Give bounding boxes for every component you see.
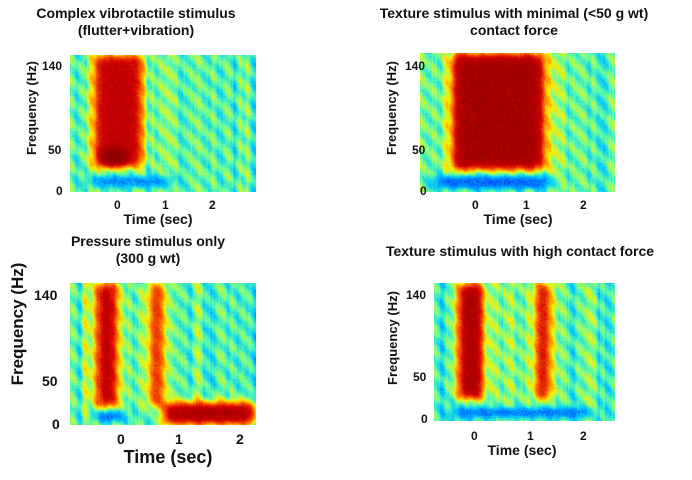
- x-tick-label: 0: [114, 198, 121, 212]
- panel-title-line: Complex vibrotactile stimulus: [36, 5, 236, 21]
- x-tick-label: 1: [523, 198, 530, 212]
- y-tick-label: 50: [48, 143, 62, 157]
- panel-title-line: contact force: [470, 21, 558, 38]
- y-axis-label: Frequency (Hz): [24, 61, 39, 155]
- y-tick-label: 140: [34, 287, 58, 303]
- x-tick-label: 0: [471, 429, 478, 443]
- spectrogram-heatmap: [434, 283, 615, 421]
- y-tick-label: 140: [405, 59, 426, 73]
- y-tick-label: 50: [42, 373, 58, 389]
- x-tick-label: 1: [162, 198, 169, 212]
- y-tick-label: 0: [56, 184, 63, 198]
- y-tick-label: 0: [52, 416, 60, 432]
- y-tick-label: 50: [413, 370, 427, 384]
- x-axis-label: Time (sec): [487, 442, 557, 458]
- y-tick-label: 140: [406, 288, 427, 302]
- x-tick-label: 0: [472, 198, 479, 212]
- x-axis-label: Time (sec): [123, 211, 193, 227]
- x-tick-label: 2: [209, 198, 216, 212]
- y-tick-label: 50: [412, 143, 426, 157]
- y-tick-label: 140: [42, 59, 63, 73]
- x-axis-label: Time (sec): [483, 211, 553, 227]
- spectrogram-heatmap: [420, 53, 615, 192]
- y-axis-label: Frequency (Hz): [384, 61, 399, 155]
- y-axis-label: Frequency (Hz): [385, 291, 400, 385]
- x-tick-label: 2: [580, 198, 587, 212]
- x-axis-label: Time (sec): [123, 447, 213, 467]
- spectrogram-heatmap: [70, 283, 256, 425]
- panel-title-line: Texture stimulus with minimal (<50 g wt): [379, 5, 649, 21]
- panel-title: Pressure stimulus only (300 g wt): [28, 233, 268, 267]
- y-tick-label: 0: [420, 184, 427, 198]
- panel-title-line: Texture stimulus with high contact force: [385, 243, 655, 259]
- panel-title: Texture stimulus with minimal (<50 g wt)…: [344, 5, 684, 39]
- x-tick-label: 2: [236, 431, 244, 447]
- panel-title-line: (flutter+vibration): [77, 21, 195, 38]
- y-axis-label: Frequency (Hz): [8, 262, 27, 386]
- panel-title-line: (300 g wt): [115, 249, 181, 266]
- panel-title: Texture stimulus with high contact force: [350, 243, 690, 260]
- x-tick-label: 2: [580, 429, 587, 443]
- x-tick-label: 0: [117, 431, 125, 447]
- panel-title-line: Pressure stimulus only: [70, 233, 226, 249]
- x-tick-label: 1: [527, 429, 534, 443]
- panel-title: Complex vibrotactile stimulus (flutter+v…: [4, 5, 268, 39]
- x-tick-label: 1: [175, 431, 183, 447]
- spectrogram-heatmap: [70, 55, 256, 192]
- y-tick-label: 0: [421, 412, 428, 426]
